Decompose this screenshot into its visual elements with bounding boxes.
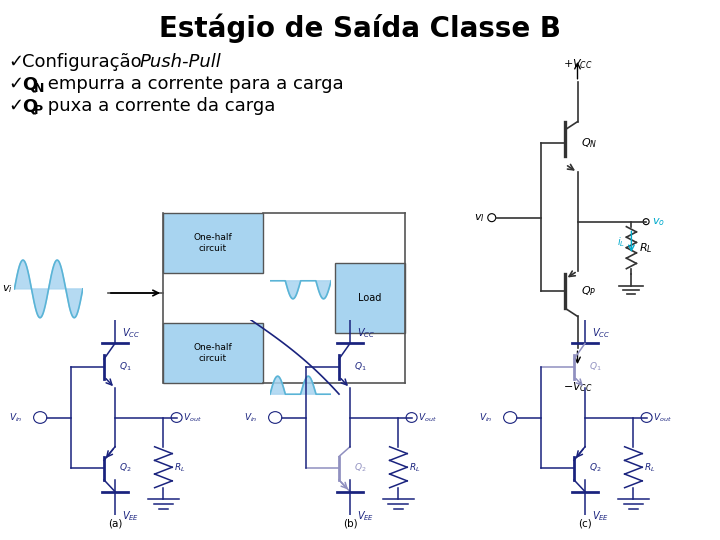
Text: $-V_{CC}$: $-V_{CC}$ [562, 380, 593, 394]
Text: Q: Q [22, 97, 37, 115]
Text: Configuração: Configuração [22, 53, 148, 71]
Text: $V_{out}$: $V_{out}$ [418, 411, 437, 424]
Text: $V_{EE}$: $V_{EE}$ [122, 509, 139, 523]
Text: $Q_1$: $Q_1$ [120, 361, 132, 373]
Text: $Q_N$: $Q_N$ [581, 136, 598, 150]
Text: Q: Q [22, 75, 37, 93]
Text: $Q_P$: $Q_P$ [581, 284, 597, 298]
Text: $+V_{CC}$: $+V_{CC}$ [562, 57, 593, 71]
Text: Load: Load [359, 293, 382, 303]
Text: (c): (c) [578, 519, 592, 529]
Text: One-half
circuit: One-half circuit [194, 343, 233, 363]
FancyBboxPatch shape [163, 213, 263, 273]
Text: $V_{EE}$: $V_{EE}$ [356, 509, 374, 523]
Text: puxa a corrente da carga: puxa a corrente da carga [42, 97, 275, 115]
Text: $Q_1$: $Q_1$ [354, 361, 367, 373]
Text: ✓: ✓ [8, 75, 23, 93]
Text: $R_L$: $R_L$ [410, 462, 420, 475]
Text: $Q_1$: $Q_1$ [590, 361, 602, 373]
Text: $V_{CC}$: $V_{CC}$ [592, 326, 610, 340]
Text: $R_L$: $R_L$ [639, 241, 653, 254]
Text: $R_L$: $R_L$ [174, 462, 186, 475]
Text: (a): (a) [108, 519, 122, 529]
Text: ✓: ✓ [8, 53, 23, 71]
Text: empurra a corrente para a carga: empurra a corrente para a carga [42, 75, 343, 93]
Text: $v_i$: $v_i$ [2, 283, 13, 295]
Text: $V_{in}$: $V_{in}$ [480, 411, 493, 424]
Text: N: N [34, 82, 45, 94]
Text: $V_{in}$: $V_{in}$ [244, 411, 258, 424]
Text: $Q_2$: $Q_2$ [354, 462, 367, 475]
Text: P: P [34, 104, 43, 117]
Text: One-half
circuit: One-half circuit [194, 233, 233, 253]
FancyBboxPatch shape [163, 323, 263, 383]
FancyBboxPatch shape [335, 263, 405, 333]
Text: Estágio de Saída Classe B: Estágio de Saída Classe B [159, 14, 561, 43]
Text: $V_{CC}$: $V_{CC}$ [122, 326, 140, 340]
Text: $V_{in}$: $V_{in}$ [9, 411, 23, 424]
Text: $i_L$: $i_L$ [617, 235, 626, 248]
Text: $v_I$: $v_I$ [474, 212, 485, 224]
Text: $V_{EE}$: $V_{EE}$ [592, 509, 609, 523]
Text: $R_L$: $R_L$ [644, 462, 656, 475]
Text: $v_o$: $v_o$ [652, 216, 665, 227]
Text: (b): (b) [343, 519, 357, 529]
Text: $Q_2$: $Q_2$ [120, 462, 132, 475]
Text: Push-Pull: Push-Pull [140, 53, 222, 71]
Text: $V_{out}$: $V_{out}$ [653, 411, 672, 424]
Text: ✓: ✓ [8, 97, 23, 115]
Text: $V_{out}$: $V_{out}$ [183, 411, 202, 424]
Text: $V_{CC}$: $V_{CC}$ [356, 326, 374, 340]
Text: $Q_2$: $Q_2$ [590, 462, 602, 475]
